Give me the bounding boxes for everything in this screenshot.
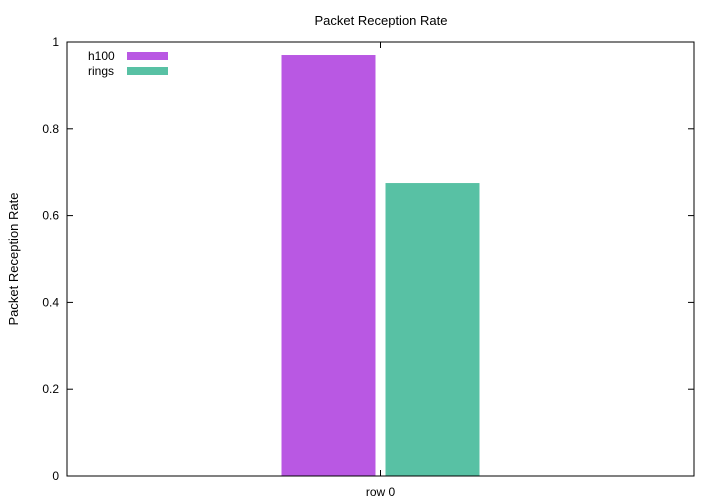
legend-swatch-rings [127, 67, 168, 75]
y-ticks-group: 0 0.2 0.4 0.6 0.8 1 [42, 35, 694, 483]
plot-frame [66, 41, 695, 477]
y-tick-label: 0 [52, 469, 59, 483]
bar-h100 [281, 55, 376, 477]
legend-label-rings: rings [88, 64, 114, 78]
chart-title: Packet Reception Rate [315, 13, 448, 28]
x-ticks-group: row 0 [366, 42, 396, 499]
y-tick-label: 1 [52, 35, 59, 49]
y-tick-label: 0.4 [42, 295, 59, 309]
bars-group [281, 55, 480, 477]
y-tick-label: 0.6 [42, 209, 59, 223]
x-tick-label: row 0 [366, 485, 396, 499]
bar-rings [385, 183, 480, 477]
y-tick-label: 0.8 [42, 122, 59, 136]
y-axis-label: Packet Reception Rate [6, 193, 21, 326]
y-tick-label: 0.2 [42, 382, 59, 396]
legend-swatch-h100 [127, 52, 168, 60]
legend-label-h100: h100 [88, 49, 115, 63]
